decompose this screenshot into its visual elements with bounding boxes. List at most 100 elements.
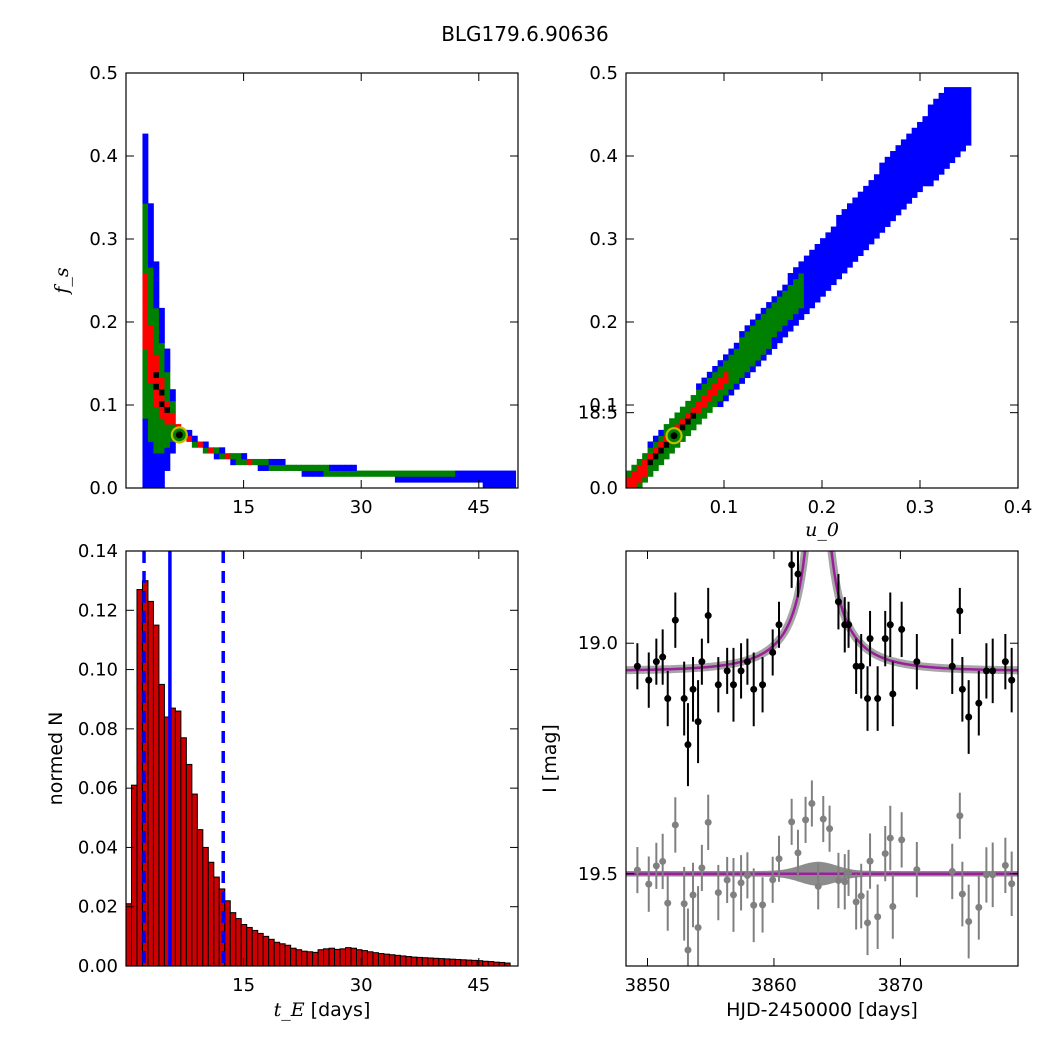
posterior-cell [153, 412, 160, 419]
posterior-cell [263, 464, 270, 471]
posterior-cell [776, 313, 783, 320]
posterior-cell [147, 435, 154, 442]
posterior-cell [147, 482, 154, 488]
posterior-cell [416, 476, 423, 483]
posterior-cell [954, 87, 961, 94]
posterior-cell [922, 174, 929, 181]
data-point [1001, 658, 1009, 666]
histogram-bar [235, 918, 242, 966]
posterior-cell [444, 470, 451, 477]
posterior-cell [890, 156, 896, 164]
posterior-cell [965, 98, 972, 105]
posterior-cell [493, 476, 500, 483]
posterior-cell [895, 203, 902, 210]
posterior-cell [477, 470, 484, 477]
residual-point [759, 901, 767, 909]
posterior-cell [884, 214, 891, 222]
posterior-cell [153, 267, 160, 274]
data-point [958, 685, 966, 693]
posterior-cell [944, 116, 950, 123]
posterior-cell [701, 406, 708, 413]
posterior-cell [142, 139, 149, 146]
posterior-cell [153, 441, 160, 448]
posterior-cell [723, 371, 729, 379]
posterior-cell [830, 249, 837, 256]
posterior-cell [142, 441, 149, 448]
posterior-cell [733, 365, 740, 373]
posterior-cell [219, 453, 226, 460]
posterior-cell [701, 377, 708, 384]
posterior-cell [712, 371, 719, 379]
histogram-bar [251, 929, 259, 966]
posterior-cell [158, 395, 165, 402]
posterior-cell [647, 447, 654, 454]
posterior-cell [153, 435, 160, 442]
posterior-cell [658, 447, 665, 454]
posterior-cell [153, 365, 160, 373]
posterior-cell [153, 429, 160, 437]
posterior-cell [782, 307, 789, 315]
posterior-cell [674, 424, 681, 431]
posterior-cell [852, 249, 859, 256]
posterior-cell [158, 371, 165, 379]
residual-point [794, 849, 802, 857]
posterior-cell [760, 348, 767, 355]
posterior-cell [900, 168, 907, 175]
posterior-cell [158, 424, 165, 431]
posterior-cell [933, 139, 940, 146]
posterior-cell [153, 290, 160, 297]
posterior-cell [922, 168, 929, 175]
posterior-cell [760, 336, 767, 344]
histogram-bar [388, 954, 396, 966]
posterior-cell [938, 168, 945, 175]
data-point [671, 616, 679, 624]
posterior-cell [793, 319, 799, 326]
posterior-cell [884, 220, 891, 227]
posterior-cell [147, 348, 154, 355]
residual-point [989, 871, 997, 879]
posterior-cell [825, 238, 832, 245]
posterior-cell [884, 168, 891, 175]
posterior-cell [787, 273, 794, 280]
posterior-cell [749, 348, 756, 355]
data-point [913, 658, 921, 666]
posterior-cell [766, 307, 772, 315]
posterior-cell [755, 319, 762, 326]
residual-point [982, 871, 990, 879]
posterior-cell [455, 476, 462, 483]
posterior-cell [749, 319, 756, 326]
posterior-cell [164, 371, 171, 379]
posterior-cell [367, 470, 374, 477]
posterior-cell [257, 458, 264, 466]
data-point [775, 621, 783, 629]
posterior-cell [895, 145, 902, 152]
posterior-cell [825, 255, 832, 262]
posterior-cell [147, 249, 154, 256]
posterior-cell [922, 133, 929, 140]
posterior-cell [482, 476, 489, 483]
histogram-bar [405, 956, 412, 966]
posterior-cell [723, 354, 729, 361]
data-point [743, 658, 751, 666]
posterior-cell [153, 464, 160, 471]
posterior-cell [147, 243, 154, 251]
posterior-cell [927, 151, 934, 158]
posterior-cell [890, 209, 896, 216]
posterior-cell [911, 162, 918, 169]
posterior-cell [142, 145, 149, 152]
residual-point [1001, 861, 1009, 869]
posterior-cell [340, 464, 346, 471]
histogram-bar [136, 589, 143, 966]
posterior-cell [793, 307, 799, 315]
posterior-cell [846, 214, 853, 222]
histogram-bar [174, 710, 182, 966]
posterior-cell [954, 133, 961, 140]
posterior-cell [147, 203, 154, 210]
posterior-cell [142, 360, 149, 367]
posterior-cell [820, 255, 826, 262]
posterior-cell [739, 354, 745, 361]
posterior-cell [771, 336, 778, 344]
posterior-cell [164, 400, 171, 408]
posterior-cell [142, 412, 149, 419]
data-point [965, 713, 973, 721]
